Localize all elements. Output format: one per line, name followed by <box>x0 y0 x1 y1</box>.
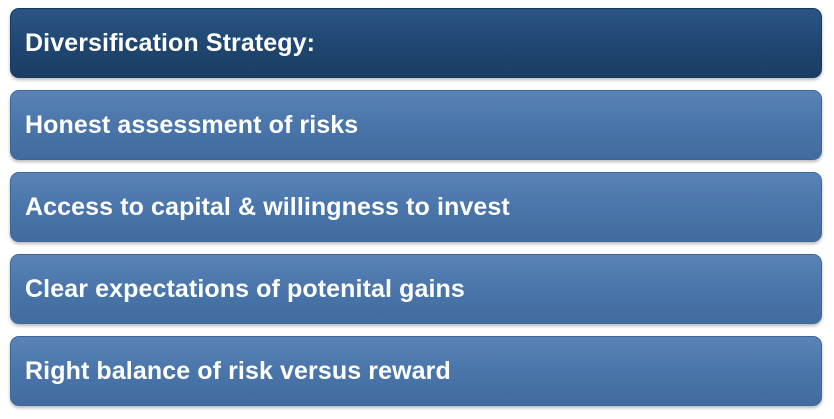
strategy-title: Diversification Strategy: <box>25 28 316 57</box>
strategy-item-capital-access: Access to capital & willingness to inves… <box>10 172 822 242</box>
strategy-item-risk-assessment: Honest assessment of risks <box>10 90 822 160</box>
strategy-header: Diversification Strategy: <box>10 8 822 78</box>
strategy-item-label: Honest assessment of risks <box>25 110 359 139</box>
strategy-item-label: Right balance of risk versus reward <box>25 356 451 385</box>
strategy-list: Diversification Strategy: Honest assessm… <box>10 8 822 406</box>
strategy-item-label: Clear expectations of potenital gains <box>25 274 465 303</box>
strategy-item-expectations: Clear expectations of potenital gains <box>10 254 822 324</box>
strategy-item-risk-reward-balance: Right balance of risk versus reward <box>10 336 822 406</box>
strategy-item-label: Access to capital & willingness to inves… <box>25 192 510 221</box>
